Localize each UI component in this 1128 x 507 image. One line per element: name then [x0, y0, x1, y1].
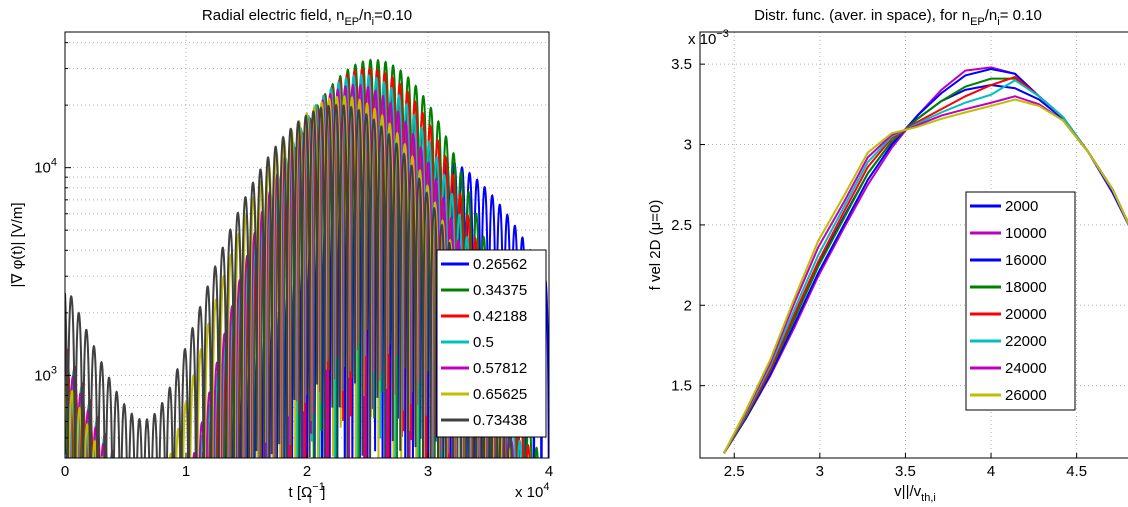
right-chart-title: Distr. func. (aver. in space), for nEP/n… [754, 7, 1042, 28]
right-legend-label: 2000 [1005, 198, 1038, 215]
left-y-tick-label: 104 [34, 157, 57, 177]
left-legend-label: 0.65625 [473, 386, 527, 403]
right-series-lines [723, 66, 1128, 454]
left-tick-marks [64, 42, 550, 459]
left-y-tick-label: 103 [34, 364, 57, 384]
right-legend-label: 18000 [1005, 279, 1047, 296]
left-x-tick-label: 4 [545, 463, 553, 480]
left-series-line-0 [65, 149, 549, 458]
right-legend-label: 20000 [1005, 306, 1047, 323]
left-legend-label: 0.5 [473, 334, 494, 351]
right-tick-marks [700, 63, 1078, 458]
left-y-axis-label: |∇ φ(t)| [V/m] [9, 202, 26, 287]
left-x-tick-label: 1 [182, 463, 190, 480]
right-y-tick-label: 1.5 [671, 378, 692, 395]
right-x-tick-label: 2.5 [724, 463, 745, 480]
left-legend-label: 0.42188 [473, 308, 527, 325]
left-x-multiplier: x 104 [515, 481, 549, 501]
right-y-axis-label: f vel 2D (μ=0) [647, 200, 664, 291]
right-x-tick-label: 3.5 [895, 463, 916, 480]
right-legend-label: 26000 [1005, 387, 1047, 404]
right-chart: Distr. func. (aver. in space), for nEP/n… [647, 7, 1128, 504]
right-x-tick-label: 3 [816, 463, 824, 480]
left-x-tick-label: 3 [424, 463, 432, 480]
right-legend-label: 16000 [1005, 252, 1047, 269]
right-y-tick-label: 3.5 [671, 56, 692, 73]
left-chart: Radial electric field, nEP/ni=0.10 t [Ω−… [9, 7, 553, 506]
right-x-tick-label: 4.5 [1066, 463, 1087, 480]
left-x-axis-label: t [Ω−1 i] [289, 481, 326, 506]
right-plot-frame [699, 31, 1128, 459]
left-legend-label: 0.73438 [473, 412, 527, 429]
left-chart-title: Radial electric field, nEP/ni=0.10 [202, 7, 412, 28]
right-x-tick-label: 4 [987, 463, 995, 480]
right-y-tick-label: 2.5 [671, 217, 692, 234]
right-x-axis-label: v||/vth,i [894, 483, 936, 504]
left-series-line-6 [65, 103, 513, 458]
right-y-multiplier: x 10−3 [688, 28, 729, 48]
right-y-tick-label: 3 [684, 137, 692, 154]
right-legend-box [965, 191, 1076, 411]
right-y-tick-label: 2 [684, 297, 692, 314]
left-x-tick-label: 2 [303, 463, 311, 480]
left-x-tick-label: 0 [61, 463, 69, 480]
right-series-line-5 [723, 79, 1128, 454]
left-legend-label: 0.57812 [473, 360, 527, 377]
right-legend: 2000 10000 16000 18000 20000 22000 24000 26000 [965, 191, 1076, 411]
left-legend-label: 0.34375 [473, 282, 527, 299]
right-legend-label: 10000 [1005, 225, 1047, 242]
right-legend-label: 22000 [1005, 333, 1047, 350]
right-series-line-7 [723, 98, 1128, 454]
left-legend: 0.26562 0.34375 0.42188 0.5 0.57812 0.65625 0.… [436, 249, 547, 438]
left-legend-label: 0.26562 [473, 256, 527, 273]
right-legend-label: 24000 [1005, 360, 1047, 377]
